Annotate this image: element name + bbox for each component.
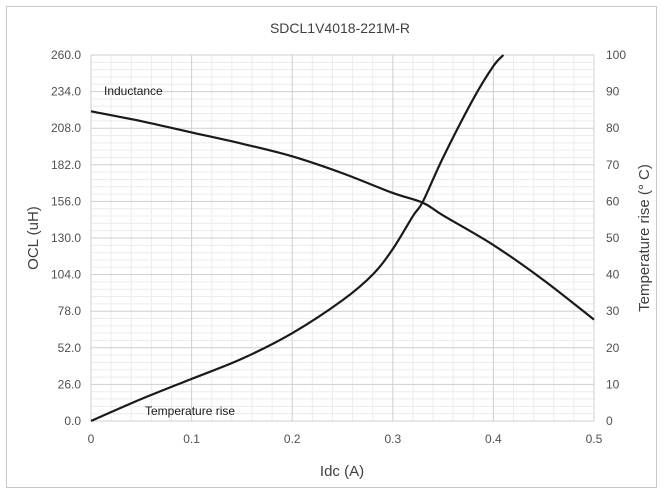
x-tick-label: 0.4: [485, 432, 502, 446]
y2-tick-label: 10: [606, 377, 620, 391]
y-tick-label: 234.0: [51, 85, 81, 99]
y-tick-label: 0.0: [64, 414, 81, 428]
x-axis-label: Idc (A): [320, 463, 364, 480]
y2-tick-label: 20: [606, 341, 620, 355]
y-tick-label: 78.0: [58, 304, 82, 318]
series-line-inductance: [90, 110, 595, 321]
x-tick-label: 0.2: [284, 432, 301, 446]
y2-tick-label: 40: [606, 268, 620, 282]
annotation-temperature-rise: Temperature rise: [145, 404, 235, 418]
y2-tick-labels: 0 10 20 30 40 50 60 70 80 90 100: [606, 48, 626, 428]
y-tick-label: 156.0: [51, 194, 81, 208]
y2-tick-label: 100: [606, 48, 626, 62]
y-axis-label: OCL (uH): [25, 206, 42, 270]
chart-frame: [6, 6, 657, 488]
series-line-temperature-rise: [90, 54, 505, 423]
y-tick-label: 208.0: [51, 121, 81, 135]
y2-tick-label: 30: [606, 304, 620, 318]
y-tick-label: 182.0: [51, 158, 81, 172]
y-tick-label: 130.0: [51, 231, 81, 245]
x-tick-labels: 0 0.1 0.2 0.3 0.4 0.5: [88, 432, 603, 446]
y2-axis-label: Temperature rise (° C): [636, 164, 653, 312]
y-tick-label: 104.0: [51, 268, 81, 282]
major-gridlines: [90, 54, 595, 422]
y2-tick-label: 50: [606, 231, 620, 245]
x-tick-label: 0: [88, 432, 95, 446]
y2-tick-label: 80: [606, 121, 620, 135]
y2-tick-label: 0: [606, 414, 613, 428]
y-tick-labels: 0.0 26.0 52.0 78.0 104.0 130.0 156.0 182.0 208.0…: [51, 48, 81, 428]
y-tick-label: 52.0: [58, 341, 82, 355]
x-tick-label: 0.5: [586, 432, 603, 446]
chart-title: SDCL1V4018-221M-R: [270, 20, 410, 36]
y2-tick-label: 60: [606, 194, 620, 208]
y-tick-label: 26.0: [58, 377, 82, 391]
y-tick-label: 260.0: [51, 48, 81, 62]
annotation-inductance: Inductance: [104, 84, 163, 98]
x-tick-label: 0.1: [183, 432, 200, 446]
x-tick-label: 0.3: [384, 432, 401, 446]
y2-tick-label: 70: [606, 158, 620, 172]
y2-tick-label: 90: [606, 85, 620, 99]
series-layer: [90, 54, 595, 423]
